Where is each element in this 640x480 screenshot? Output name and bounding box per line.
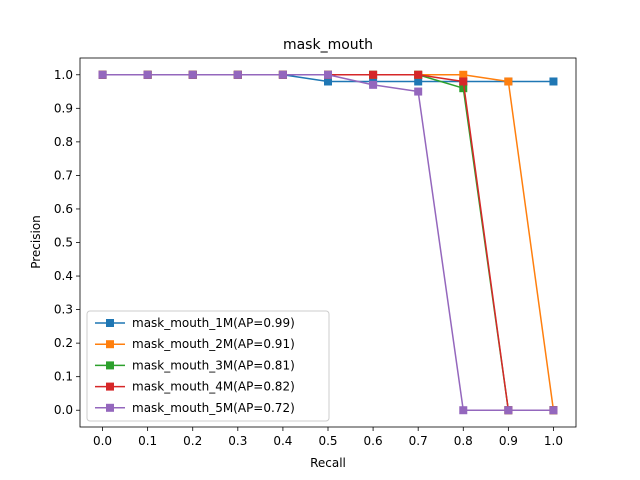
y-tick-label: 0.5 [54, 236, 73, 250]
data-point [459, 84, 468, 93]
data-point [414, 87, 423, 96]
data-point [324, 77, 332, 86]
data-point [98, 70, 107, 79]
x-tick-label: 0.2 [183, 434, 202, 448]
data-point [369, 70, 378, 79]
y-tick-label: 0.4 [54, 269, 73, 283]
legend-label: mask_mouth_1M(AP=0.99) [132, 316, 295, 330]
y-tick-label: 0.7 [54, 168, 73, 182]
data-point [233, 70, 242, 79]
series-5 [98, 70, 558, 415]
legend-marker [106, 340, 114, 349]
x-tick-label: 0.0 [93, 434, 112, 448]
x-tick-label: 1.0 [544, 434, 563, 448]
data-point [414, 77, 423, 86]
legend-label: mask_mouth_5M(AP=0.72) [132, 401, 295, 415]
x-tick-label: 0.6 [364, 434, 383, 448]
legend-item: mask_mouth_4M(AP=0.82) [95, 380, 295, 394]
data-point [143, 70, 152, 79]
y-tick-label: 0.9 [54, 101, 73, 115]
legend-item: mask_mouth_3M(AP=0.81) [95, 358, 295, 372]
chart-title: mask_mouth [283, 37, 373, 53]
x-tick-label: 0.4 [273, 434, 292, 448]
legend-item: mask_mouth_1M(AP=0.99) [95, 316, 295, 330]
plot-area: 0.0 0.1 0.2 0.3 0.4 0.5 0.6 0.7 0.8 0.9 1.0 0.0 0.1 0… [54, 57, 577, 448]
data-point [188, 70, 197, 79]
y-tick-label: 0.2 [54, 336, 73, 350]
data-point [369, 80, 378, 89]
data-point [504, 77, 513, 86]
x-axis-label: Recall [310, 456, 346, 470]
y-tick-label: 0.3 [54, 303, 73, 317]
legend-item: mask_mouth_5M(AP=0.72) [95, 401, 295, 415]
y-tick-label: 0.6 [54, 202, 73, 216]
data-point [324, 70, 332, 79]
legend-marker [106, 382, 114, 391]
x-tick-label: 0.8 [454, 434, 473, 448]
legend-label: mask_mouth_4M(AP=0.82) [132, 380, 295, 394]
y-tick-label: 0.8 [54, 135, 73, 149]
y-tick-label: 0.1 [54, 370, 73, 384]
legend-label: mask_mouth_3M(AP=0.81) [132, 358, 295, 372]
y-axis-label: Precision [29, 215, 43, 269]
x-tick-label: 0.9 [499, 434, 518, 448]
data-point [414, 70, 423, 79]
data-point [504, 406, 513, 415]
data-point [549, 77, 558, 86]
x-tick-label: 0.7 [409, 434, 428, 448]
data-point [459, 406, 468, 415]
legend-label: mask_mouth_2M(AP=0.91) [132, 337, 295, 351]
x-tick-label: 0.5 [318, 434, 337, 448]
legend: mask_mouth_1M(AP=0.99) mask_mouth_2M(AP=0… [86, 310, 330, 422]
legend-box [86, 310, 330, 422]
legend-item: mask_mouth_2M(AP=0.91) [95, 337, 295, 351]
y-tick-label: 1.0 [54, 68, 73, 82]
data-point [459, 70, 468, 79]
x-tick-label: 0.1 [138, 434, 157, 448]
legend-marker [106, 361, 114, 370]
legend-marker [106, 319, 114, 327]
legend-marker [106, 403, 114, 412]
y-tick-label: 0.0 [54, 403, 73, 417]
x-tick-label: 0.3 [228, 434, 247, 448]
data-point [459, 77, 468, 86]
data-point [278, 70, 287, 79]
data-point [549, 406, 558, 415]
